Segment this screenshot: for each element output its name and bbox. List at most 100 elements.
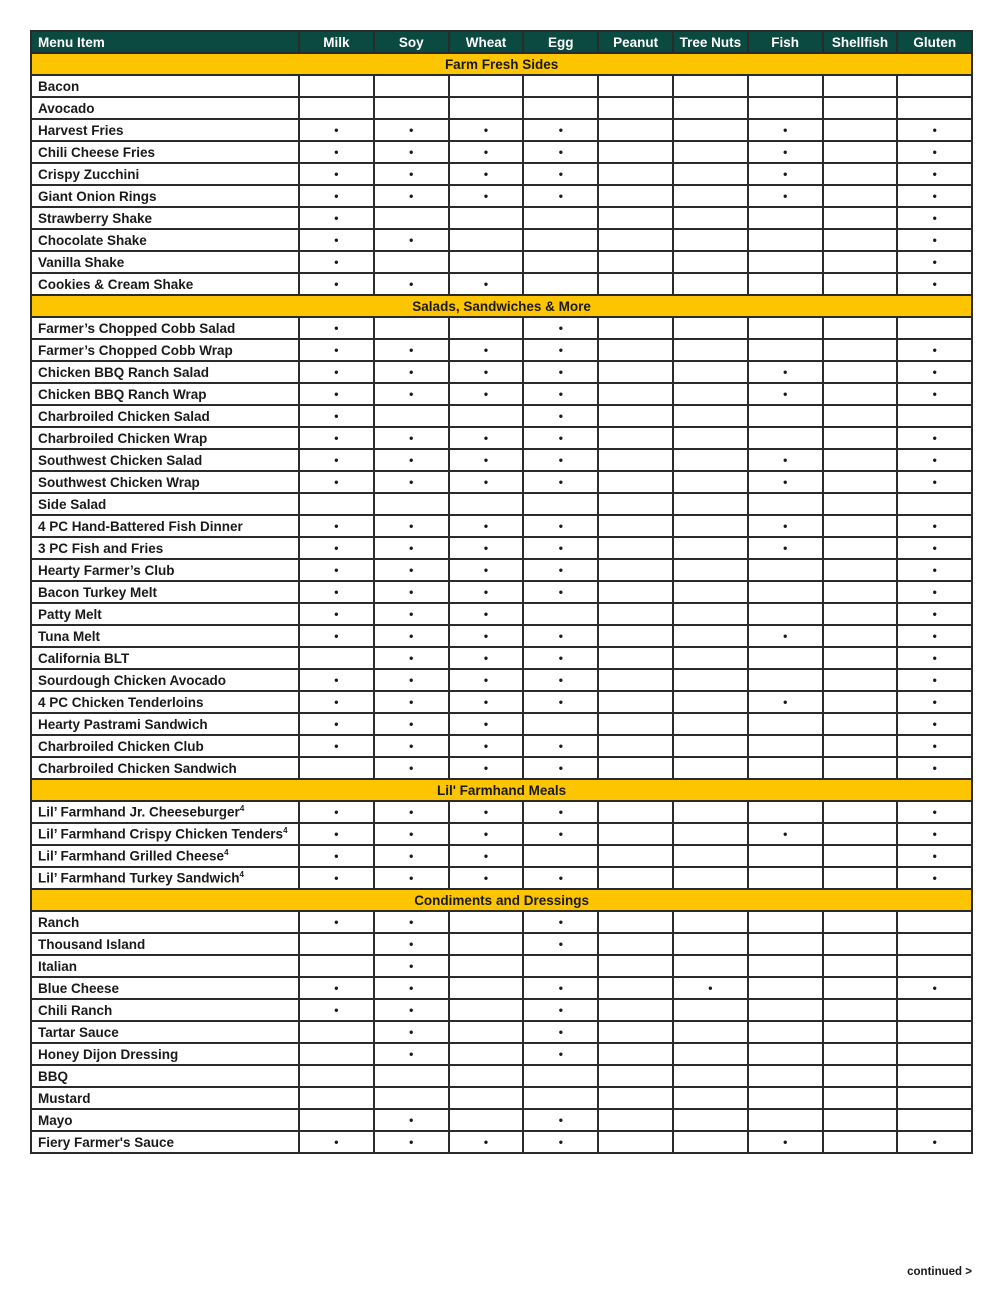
allergen-cell-soy — [372, 1064, 450, 1088]
allergen-cell-egg: • — [522, 338, 600, 362]
allergen-cell-shellfish — [821, 800, 899, 824]
allergen-cell-fish — [746, 492, 824, 516]
allergen-cell-fish — [746, 404, 824, 428]
menu-item-name: Mustard — [38, 1090, 91, 1106]
allergen-cell-fish: • — [746, 624, 824, 648]
allergen-cell-egg: • — [522, 800, 600, 824]
menu-item-name: Mayo — [38, 1112, 73, 1128]
allergen-cell-peanut — [597, 74, 674, 98]
allergen-cell-tree-nuts — [671, 316, 749, 340]
allergen-cell-fish — [746, 602, 824, 626]
menu-item-name: Chili Ranch — [38, 1002, 113, 1018]
table-row: Lil’ Farmhand Grilled Cheese4 • • • • — [30, 844, 974, 868]
menu-item-cell: Honey Dijon Dressing — [30, 1042, 300, 1066]
allergen-cell-gluten: • — [896, 118, 974, 142]
allergen-cell-milk — [298, 1020, 375, 1044]
allergen-cell-milk — [298, 932, 375, 956]
menu-item-name: Strawberry Shake — [38, 210, 153, 226]
allergen-cell-gluten: • — [896, 690, 974, 714]
table-row: Southwest Chicken Salad • • • • • • — [30, 448, 974, 472]
allergen-cell-gluten: • — [896, 228, 974, 252]
allergen-cell-fish: • — [746, 822, 824, 846]
allergen-cell-gluten: • — [896, 426, 974, 450]
table-row: Cookies & Cream Shake • • • • — [30, 272, 974, 296]
allergen-cell-egg: • — [522, 690, 600, 714]
allergen-cell-peanut — [597, 228, 674, 252]
menu-item-name: Hearty Pastrami Sandwich — [38, 716, 208, 732]
allergen-cell-peanut — [597, 1042, 674, 1066]
footnote-marker: 4 — [239, 870, 244, 880]
continued-link[interactable]: continued > — [907, 1266, 972, 1278]
allergen-cell-wheat — [447, 954, 525, 978]
allergen-cell-tree-nuts — [671, 844, 749, 868]
allergen-cell-shellfish — [821, 580, 899, 604]
allergen-cell-shellfish — [821, 492, 899, 516]
allergen-cell-gluten: • — [896, 712, 974, 736]
allergen-cell-tree-nuts — [671, 668, 749, 692]
allergen-cell-wheat — [447, 976, 525, 1000]
table-row: Blue Cheese • • • • • — [30, 976, 974, 1000]
allergen-cell-tree-nuts — [671, 250, 749, 274]
allergen-cell-milk: • — [298, 140, 375, 164]
table-row: Farmer’s Chopped Cobb Wrap • • • • • — [30, 338, 974, 362]
allergen-cell-tree-nuts — [671, 910, 749, 934]
allergen-cell-egg: • — [522, 668, 600, 692]
allergen-cell-milk — [298, 1064, 375, 1088]
allergen-cell-fish — [746, 1108, 824, 1132]
menu-item-cell: Chicken BBQ Ranch Salad — [30, 360, 300, 384]
allergen-cell-wheat — [447, 250, 525, 274]
allergen-cell-fish — [746, 954, 824, 978]
allergen-cell-gluten — [896, 910, 974, 934]
allergen-cell-tree-nuts — [671, 1042, 749, 1066]
allergen-cell-milk: • — [298, 228, 375, 252]
allergen-cell-tree-nuts — [671, 96, 749, 120]
allergen-cell-egg: • — [522, 448, 600, 472]
allergen-cell-wheat: • — [447, 580, 525, 604]
allergen-cell-egg: • — [522, 162, 600, 186]
allergen-cell-tree-nuts — [671, 734, 749, 758]
allergen-cell-wheat — [447, 492, 525, 516]
column-header-tree-nuts: Tree Nuts — [671, 30, 749, 54]
allergen-cell-soy — [372, 316, 450, 340]
allergen-cell-fish: • — [746, 690, 824, 714]
menu-item-cell: Charbroiled Chicken Club — [30, 734, 300, 758]
allergen-cell-wheat — [447, 228, 525, 252]
menu-item-name: Lil’ Farmhand Jr. Cheeseburger — [38, 804, 240, 820]
allergen-cell-milk: • — [298, 910, 375, 934]
allergen-cell-shellfish — [821, 910, 899, 934]
allergen-cell-peanut — [597, 338, 674, 362]
menu-item-name: Cookies & Cream Shake — [38, 276, 194, 292]
menu-item-cell: Giant Onion Rings — [30, 184, 300, 208]
allergen-cell-egg — [522, 250, 600, 274]
allergen-cell-shellfish — [821, 448, 899, 472]
allergen-cell-milk: • — [298, 426, 375, 450]
table-row: California BLT • • • • — [30, 646, 974, 670]
allergen-cell-milk — [298, 1086, 375, 1110]
allergen-cell-wheat: • — [447, 162, 525, 186]
menu-item-name: Avocado — [38, 100, 95, 116]
allergen-cell-gluten: • — [896, 338, 974, 362]
allergen-cell-soy: • — [372, 1108, 450, 1132]
allergen-cell-fish — [746, 932, 824, 956]
allergen-cell-shellfish — [821, 514, 899, 538]
allergen-cell-wheat: • — [447, 690, 525, 714]
menu-item-cell: Charbroiled Chicken Salad — [30, 404, 300, 428]
allergen-cell-fish — [746, 734, 824, 758]
allergen-cell-fish: • — [746, 360, 824, 384]
menu-item-name: Lil’ Farmhand Turkey Sandwich — [38, 870, 240, 886]
table-row: Crispy Zucchini • • • • • • — [30, 162, 974, 186]
table-row: Hearty Pastrami Sandwich • • • • — [30, 712, 974, 736]
allergen-cell-peanut — [597, 470, 674, 494]
allergen-cell-shellfish — [821, 1086, 899, 1110]
table-row: Chicken BBQ Ranch Wrap • • • • • • — [30, 382, 974, 406]
allergen-cell-gluten: • — [896, 602, 974, 626]
allergen-cell-wheat: • — [447, 822, 525, 846]
allergen-cell-soy: • — [372, 382, 450, 406]
section-title: Lil' Farmhand Meals — [29, 778, 974, 802]
allergen-cell-fish — [746, 910, 824, 934]
allergen-cell-gluten — [896, 998, 974, 1022]
table-row: Southwest Chicken Wrap • • • • • • — [30, 470, 974, 494]
allergen-cell-peanut — [597, 426, 674, 450]
menu-item-name: Lil’ Farmhand Crispy Chicken Tenders — [38, 826, 284, 842]
menu-item-cell: Chicken BBQ Ranch Wrap — [30, 382, 300, 406]
